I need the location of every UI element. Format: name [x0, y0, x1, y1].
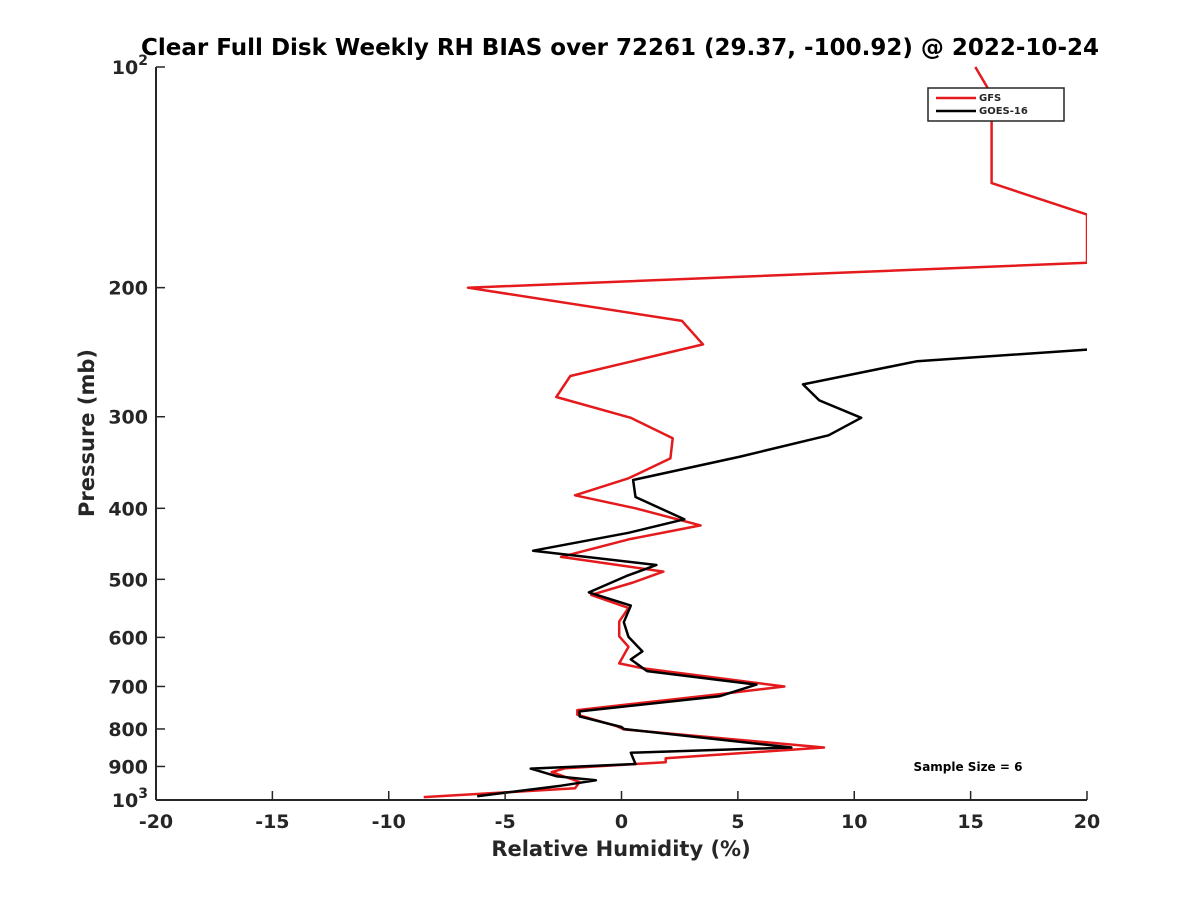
x-tick-label: -20 [139, 811, 173, 833]
x-tick-label: 5 [731, 811, 744, 833]
legend: GFS GOES-16 [927, 87, 1065, 122]
y-tick-label: 500 [108, 569, 148, 591]
plot-lines [423, 66, 1087, 799]
series-line-gfs [423, 66, 1087, 799]
y-tick-label: 700 [108, 676, 148, 698]
x-tick-label: 0 [615, 811, 628, 833]
legend-label-gfs: GFS [979, 93, 1001, 104]
x-tick-label: -5 [495, 811, 516, 833]
series-line-goes-16 [477, 348, 1087, 798]
x-tick-label: 20 [1074, 811, 1100, 833]
sample-size-annotation: Sample Size = 6 [914, 760, 1023, 774]
legend-label-goes16: GOES-16 [979, 106, 1028, 117]
y-tick-label: 400 [108, 498, 148, 520]
y-tick-label: 900 [108, 756, 148, 778]
chart-title: Clear Full Disk Weekly RH BIAS over 7226… [141, 35, 1099, 61]
x-axis-label: Relative Humidity (%) [491, 837, 750, 861]
y-tick-label: 600 [108, 627, 148, 649]
y-tick-label: 800 [108, 719, 148, 741]
x-tick-label: -10 [372, 811, 406, 833]
legend-box [927, 87, 1065, 122]
axes [155, 67, 1087, 801]
y-tick-label: 200 [108, 278, 148, 300]
x-tick-label: -15 [255, 811, 289, 833]
x-ticks: -20 -15 -10 -5 0 5 10 15 20 [139, 791, 1100, 833]
y-tick-label: 103 [112, 786, 148, 812]
x-tick-label: 15 [957, 811, 983, 833]
y-ticks: 102 200 300 400 500 600 700 800 900 103 [108, 53, 165, 812]
y-tick-label: 300 [108, 407, 148, 429]
y-axis-label: Pressure (mb) [75, 349, 99, 517]
x-tick-label: 10 [841, 811, 867, 833]
y-tick-label: 102 [112, 53, 148, 79]
